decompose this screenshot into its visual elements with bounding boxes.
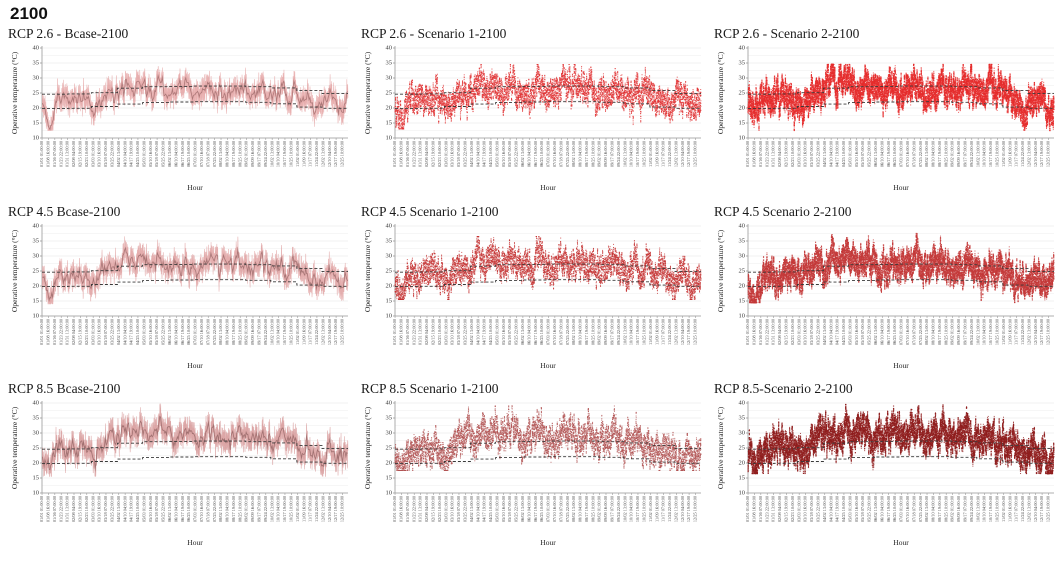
chart-canvas (359, 220, 705, 380)
page-title: 2100 (10, 4, 48, 23)
chart-title: RCP 8.5 Bcase-2100 (8, 381, 121, 396)
chart-title: RCP 4.5 Scenario 1-2100 (361, 204, 499, 219)
chart-canvas (359, 397, 705, 557)
chart-rcp45-scenario2: RCP 4.5 Scenario 2-2100 (712, 204, 1058, 382)
chart-rcp45-scenario1: RCP 4.5 Scenario 1-2100 (359, 204, 705, 382)
chart-title: RCP 4.5 Bcase-2100 (8, 204, 121, 219)
chart-title: RCP 2.6 - Bcase-2100 (8, 26, 129, 41)
chart-canvas (6, 397, 352, 557)
chart-title: RCP 4.5 Scenario 2-2100 (714, 204, 852, 219)
chart-rcp85-scenario2: RCP 8.5-Scenario 2-2100 (712, 381, 1058, 559)
chart-rcp85-bcase: RCP 8.5 Bcase-2100 (6, 381, 352, 559)
chart-rcp26-scenario2: RCP 2.6 - Scenario 2-2100 (712, 26, 1058, 204)
chart-canvas (6, 42, 352, 202)
chart-canvas (712, 42, 1058, 202)
chart-canvas (712, 397, 1058, 557)
chart-canvas (6, 220, 352, 380)
chart-rcp85-scenario1: RCP 8.5 Scenario 1-2100 (359, 381, 705, 559)
chart-rcp26-scenario1: RCP 2.6 - Scenario 1-2100 (359, 26, 705, 204)
chart-canvas (712, 220, 1058, 380)
chart-title: RCP 2.6 - Scenario 1-2100 (361, 26, 507, 41)
chart-title: RCP 8.5-Scenario 2-2100 (714, 381, 853, 396)
chart-title: RCP 8.5 Scenario 1-2100 (361, 381, 499, 396)
chart-title: RCP 2.6 - Scenario 2-2100 (714, 26, 860, 41)
chart-rcp45-bcase: RCP 4.5 Bcase-2100 (6, 204, 352, 382)
chart-rcp26-bcase: RCP 2.6 - Bcase-2100 (6, 26, 352, 204)
chart-canvas (359, 42, 705, 202)
